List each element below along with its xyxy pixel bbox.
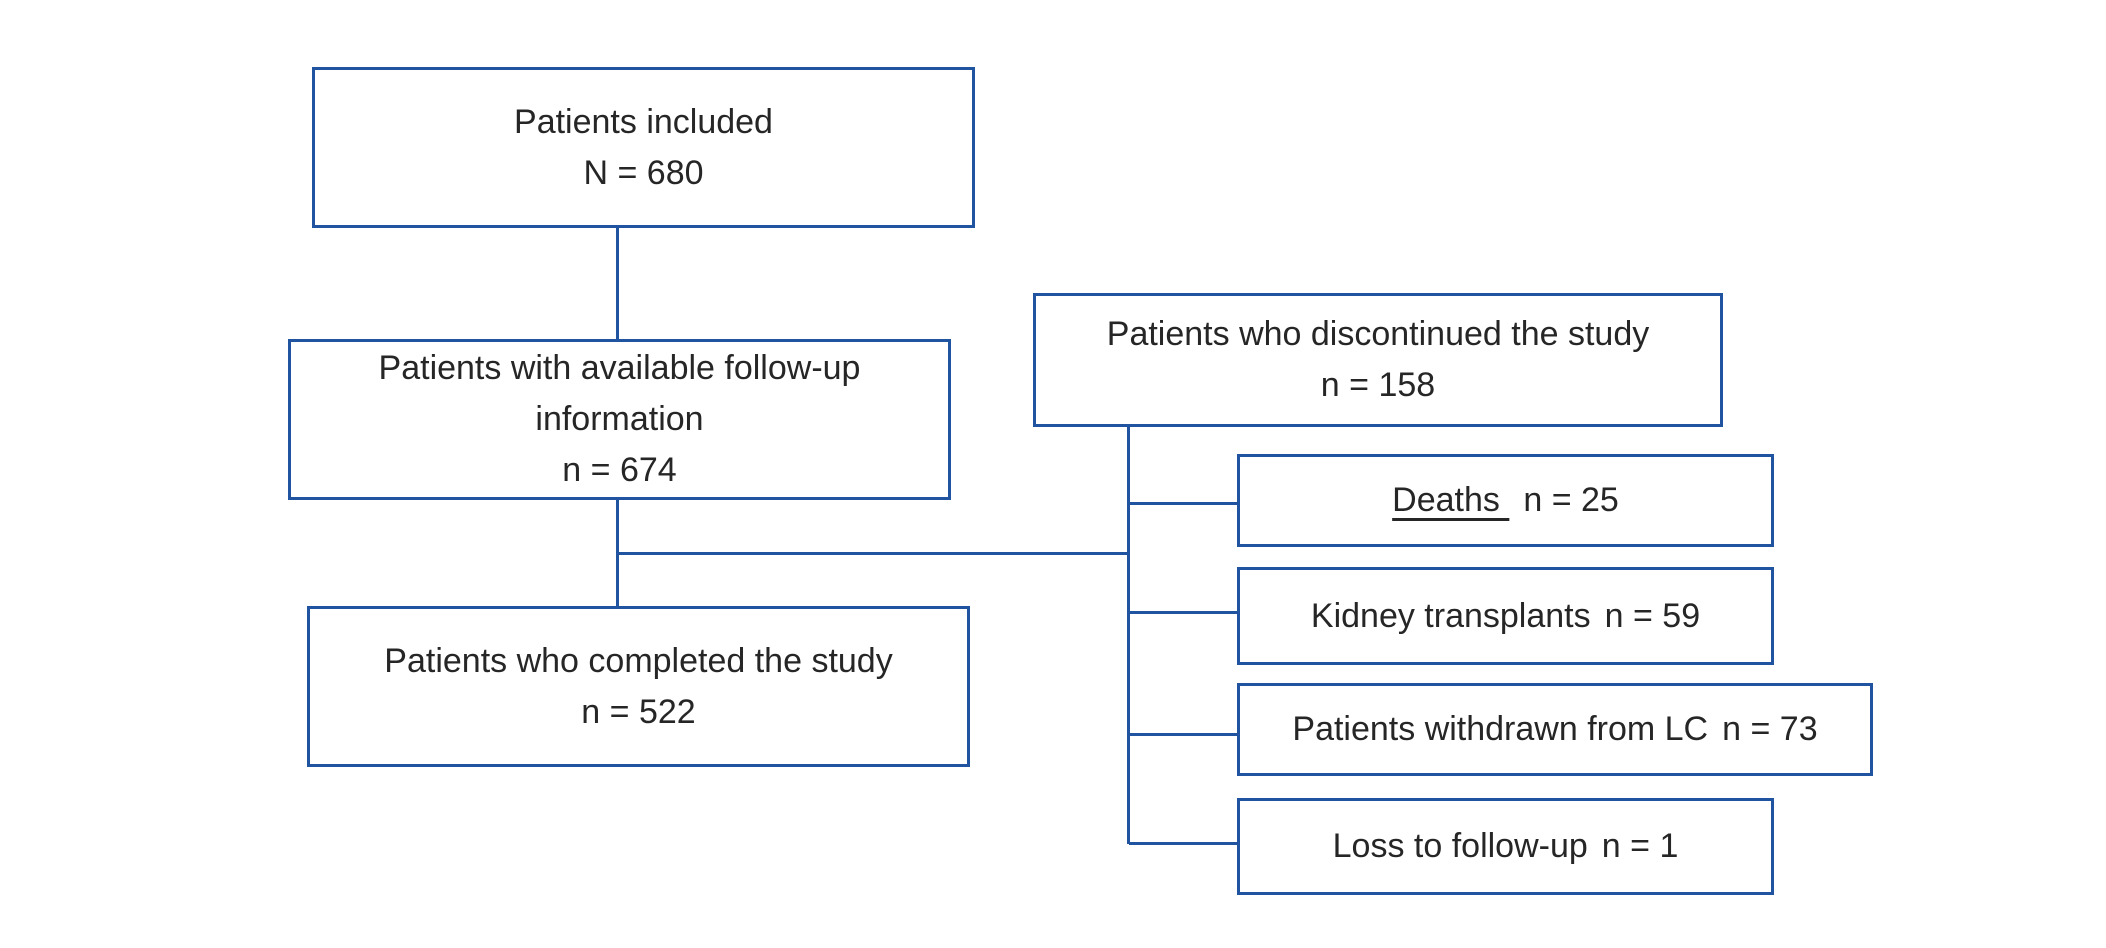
connector-stub-loss-to-followup	[1129, 842, 1237, 845]
box-deaths: Deaths n = 25	[1237, 454, 1774, 547]
box-withdrawn-from-lc: Patients withdrawn from LC n = 73	[1237, 683, 1873, 776]
box-kidney-transplants: Kidney transplants n = 59	[1237, 567, 1774, 665]
connector-stub-withdrawn	[1129, 733, 1237, 736]
box-count-line: N = 680	[583, 153, 704, 192]
box-count: n = 73	[1722, 710, 1818, 748]
box-label: Loss to follow-up	[1332, 827, 1588, 865]
connector-included-to-followup	[616, 228, 619, 339]
box-completed-study: Patients who completed the study n = 522	[307, 606, 970, 767]
box-text-line: Patients included	[514, 102, 773, 141]
connector-discontinued-vertical	[1127, 427, 1130, 844]
box-count: n = 25	[1523, 481, 1619, 519]
box-patients-included: Patients included N = 680	[312, 67, 975, 228]
box-count: n = 1	[1601, 827, 1679, 865]
box-label: Patients withdrawn from LC	[1292, 710, 1709, 748]
box-discontinued-study: Patients who discontinued the study n = …	[1033, 293, 1723, 427]
connector-stub-kidney-transplants	[1129, 611, 1237, 614]
connector-branch-to-discontinued	[617, 552, 1130, 555]
box-text-line: Patients with available follow-up	[378, 349, 861, 387]
box-text-line: Patients who discontinued the study	[1106, 315, 1650, 353]
box-count-line: n = 158	[1320, 366, 1436, 404]
box-text-line: Patients who completed the study	[384, 641, 893, 680]
box-available-followup: Patients with available follow-up inform…	[288, 339, 951, 500]
box-text-line: information	[535, 400, 704, 438]
box-count: n = 59	[1604, 596, 1701, 635]
connector-stub-deaths	[1129, 502, 1237, 505]
box-label: Kidney transplants	[1310, 596, 1591, 635]
box-loss-to-followup: Loss to follow-up n = 1	[1237, 798, 1774, 895]
box-count-line: n = 522	[581, 692, 696, 731]
box-label: Deaths	[1392, 481, 1510, 519]
box-count-line: n = 674	[562, 451, 677, 489]
